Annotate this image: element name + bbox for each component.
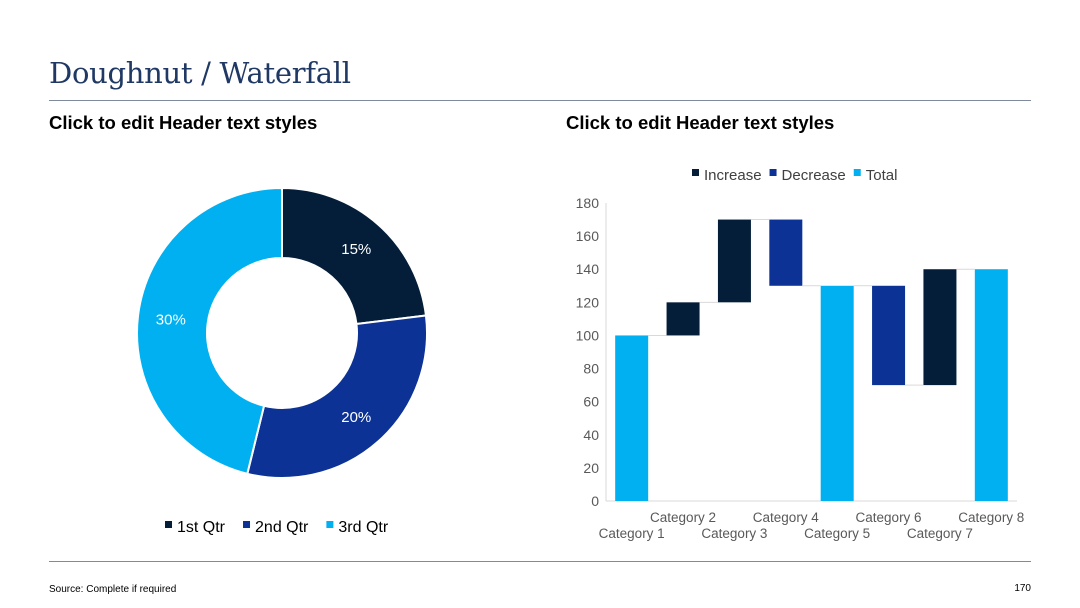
doughnut-slice bbox=[246, 314, 428, 479]
doughnut-slice bbox=[281, 186, 428, 326]
legend-swatch bbox=[692, 169, 699, 176]
x-tick-label: Category 6 bbox=[856, 510, 922, 525]
legend-label: Increase bbox=[704, 167, 762, 184]
waterfall-bar-increase bbox=[923, 269, 957, 386]
doughnut-data-label: 30% bbox=[156, 311, 186, 328]
legend-swatch bbox=[769, 169, 777, 176]
doughnut-data-label: 20% bbox=[341, 409, 371, 426]
y-tick-label: 120 bbox=[576, 294, 600, 310]
x-tick-label: Category 7 bbox=[907, 526, 973, 541]
x-tick-label: Category 4 bbox=[753, 510, 820, 525]
legend-label: 2nd Qtr bbox=[255, 519, 309, 536]
legend-swatch bbox=[165, 521, 172, 528]
legend-label: Total bbox=[866, 167, 898, 184]
x-tick-label: Category 8 bbox=[958, 510, 1024, 525]
y-tick-label: 20 bbox=[583, 460, 599, 476]
y-tick-label: 100 bbox=[576, 327, 600, 343]
waterfall-bar-increase bbox=[717, 219, 751, 303]
waterfall-bar-decrease bbox=[872, 285, 906, 386]
y-tick-label: 60 bbox=[583, 394, 599, 410]
legend-swatch bbox=[243, 521, 251, 528]
legend-label: 1st Qtr bbox=[177, 519, 226, 536]
doughnut-legend: 1st Qtr 2nd Qtr 3rd Qtr bbox=[165, 519, 389, 536]
title-divider bbox=[49, 100, 1031, 101]
waterfall-bar-total bbox=[974, 269, 1008, 501]
waterfall-bar-decrease bbox=[769, 219, 803, 286]
y-tick-label: 180 bbox=[576, 195, 600, 211]
waterfall-bar-total bbox=[615, 335, 649, 501]
waterfall-bar-total bbox=[820, 285, 854, 501]
source-note[interactable]: Source: Complete if required bbox=[49, 584, 177, 595]
legend-swatch bbox=[853, 169, 861, 176]
left-header[interactable]: Click to edit Header text styles bbox=[49, 112, 318, 133]
legend-swatch bbox=[326, 521, 334, 528]
doughnut-slice bbox=[136, 186, 283, 475]
footer-divider bbox=[49, 561, 1031, 562]
x-tick-label: Category 2 bbox=[650, 510, 716, 525]
right-header[interactable]: Click to edit Header text styles bbox=[566, 112, 835, 133]
y-tick-label: 160 bbox=[576, 228, 600, 244]
waterfall-bar-increase bbox=[666, 302, 700, 336]
y-tick-label: 140 bbox=[576, 261, 600, 277]
slide-title: Doughnut / Waterfall bbox=[49, 56, 351, 90]
waterfall-legend: Increase Decrease Total bbox=[692, 167, 897, 184]
page-number: 170 bbox=[1014, 583, 1031, 594]
x-tick-label: Category 3 bbox=[701, 526, 767, 541]
y-tick-label: 0 bbox=[591, 493, 599, 509]
legend-label: Decrease bbox=[782, 167, 846, 184]
y-tick-label: 80 bbox=[583, 361, 599, 377]
x-tick-label: Category 5 bbox=[804, 526, 870, 541]
doughnut-data-label: 15% bbox=[341, 241, 371, 258]
y-tick-label: 40 bbox=[583, 427, 599, 443]
x-tick-label: Category 1 bbox=[599, 526, 665, 541]
legend-label: 3rd Qtr bbox=[338, 519, 388, 536]
